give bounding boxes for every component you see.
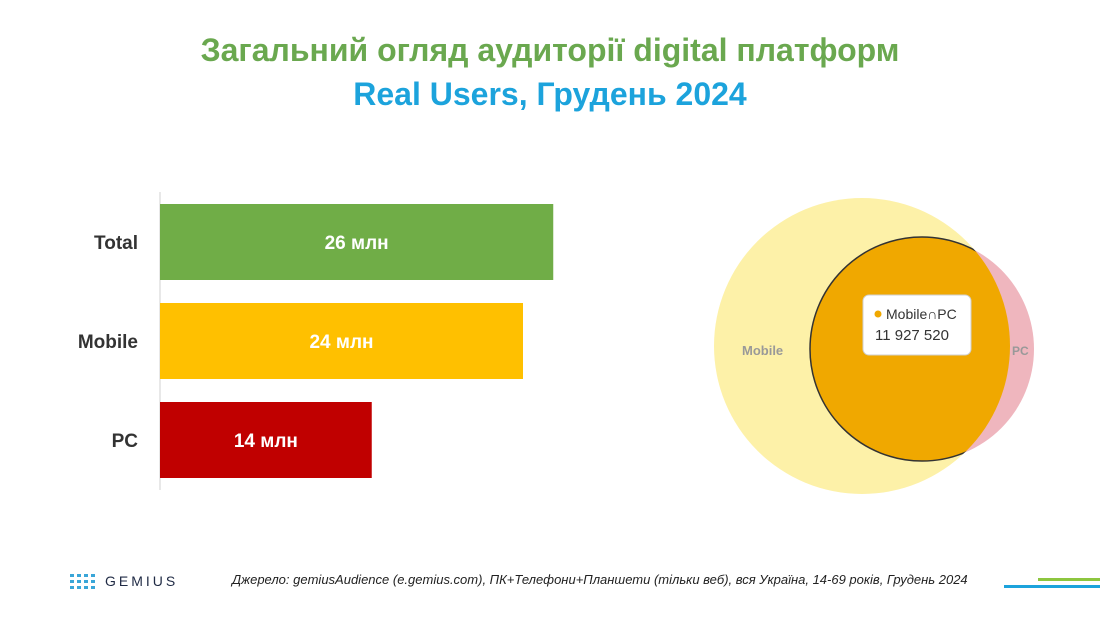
tooltip-label: Mobile∩PC — [886, 306, 957, 322]
bar-mobile — [160, 303, 523, 379]
chart-title: Загальний огляд аудиторії digital платфо… — [200, 32, 900, 68]
tooltip-value: 11 927 520 — [875, 327, 949, 344]
tooltip-dot-icon — [874, 310, 882, 318]
gemius-logo: GEMIUS — [70, 573, 178, 589]
tooltip-box — [862, 294, 972, 356]
venn-label-pc: PC — [1012, 344, 1029, 358]
venn-label-mobile: Mobile — [742, 343, 783, 358]
source-note: Джерело: gemiusAudience (e.gemius.com), … — [232, 572, 968, 587]
data-label: 24 млн — [309, 332, 373, 353]
category-label: Mobile — [78, 332, 138, 353]
logo-text: GEMIUS — [105, 573, 179, 589]
chart-subtitle: Real Users, Грудень 2024 — [353, 76, 747, 112]
logo-dots-icon — [70, 573, 95, 589]
bar-pc — [160, 402, 372, 478]
data-label: 26 млн — [325, 233, 389, 254]
category-label: Total — [94, 233, 138, 254]
bar-total — [160, 204, 554, 280]
category-label: PC — [112, 431, 139, 452]
data-label: 14 млн — [234, 431, 298, 452]
decorative-line-green — [1038, 578, 1100, 581]
decorative-line-blue — [1004, 585, 1100, 588]
